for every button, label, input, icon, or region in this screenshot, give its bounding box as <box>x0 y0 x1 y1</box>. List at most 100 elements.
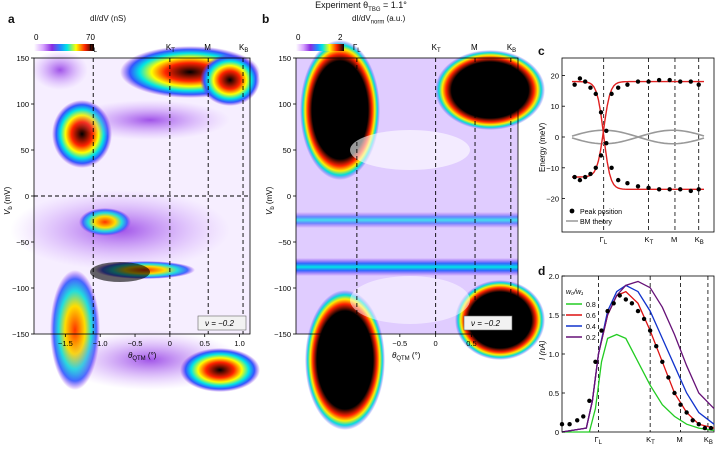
c-point-lower-3 <box>588 171 593 177</box>
c-point-lower-5 <box>598 153 604 158</box>
colorbar-b <box>296 44 344 51</box>
panel-c-plot: ΓL KT M KB 20 10 0 −10 −20 <box>546 58 705 246</box>
c-bottom-label-2: M <box>671 235 677 244</box>
d-point-22 <box>696 422 701 427</box>
legend-d-label-1: 0.6 <box>586 313 596 320</box>
c-point-lower-4 <box>593 165 598 170</box>
d-point-11 <box>629 301 635 306</box>
dashed-lines <box>34 58 512 334</box>
c-point-lower-11 <box>646 185 651 191</box>
c-point-lower-12 <box>656 187 662 192</box>
top-label-b-0: ΓL <box>353 43 361 54</box>
ytick-label-a-0: 150 <box>16 54 29 63</box>
d-curve-0.2 <box>561 280 715 433</box>
panel-letter-c: c <box>538 44 545 58</box>
cbar-title-b-sub: norm <box>370 19 385 26</box>
xtick-label-b-3: 0 <box>434 339 438 348</box>
d-point-3 <box>581 414 586 419</box>
c-ytick-label-1: 10 <box>551 102 559 111</box>
xtick-label-a-5: 1.0 <box>234 339 244 348</box>
d-ytick-label-1: 1.5 <box>549 311 559 320</box>
c-point-upper-4 <box>593 91 598 97</box>
cbar-title-b-main: dI/dV <box>352 14 371 23</box>
c-bottom-label-3: KB <box>695 235 704 246</box>
panel-letter-a: a <box>8 12 15 26</box>
legend-c-peak: Peak position <box>580 209 622 216</box>
c-point-upper-3 <box>588 85 593 90</box>
ylabel-c: Energy (meV) <box>538 122 547 172</box>
d-bottom-label-0: ΓL <box>594 435 602 446</box>
legend-d: 0.8 0.6 0.4 0.2 <box>566 302 596 342</box>
c-point-upper-13 <box>667 77 672 83</box>
c-point-lower-14 <box>678 187 683 192</box>
c-point-lower-0 <box>572 174 577 180</box>
c-ytick-label-4: −20 <box>546 195 559 204</box>
ytick-label-a-3: 0 <box>25 192 29 201</box>
d-point-15 <box>654 344 659 349</box>
filling-box-b <box>463 315 513 331</box>
c-point-upper-14 <box>678 79 683 84</box>
c-point-upper-5 <box>598 110 604 115</box>
c-point-lower-16 <box>696 187 701 192</box>
ylabel-d: I (nA) <box>538 340 547 360</box>
d-point-1 <box>567 422 572 427</box>
filling-b: ν = −0.2 <box>471 319 500 328</box>
d-point-9 <box>617 293 622 298</box>
d-point-23 <box>702 425 708 431</box>
d-bottom-label-2: M <box>677 435 683 444</box>
cbar-b-min: 0 <box>296 33 301 42</box>
xtick-label-b-1: −1.0 <box>357 339 372 348</box>
c-point-lower-9 <box>625 181 630 186</box>
d-point-13 <box>641 316 647 322</box>
super-title-sub: TBG <box>368 6 381 13</box>
ytick-label-a-6: −150 <box>12 330 29 339</box>
d-ytick-label-2: 1.0 <box>549 350 559 359</box>
d-point-6 <box>599 328 604 333</box>
xtick-label-b-0: −1.5 <box>321 339 336 348</box>
panel-c-frame <box>561 57 715 233</box>
d-point-10 <box>623 297 629 302</box>
legend-d-label-2: 0.4 <box>586 324 596 331</box>
panel-d-plot: ΓL KT M KB 2.0 1.5 1.0 0.5 0 <box>549 272 715 446</box>
c-point-lower-2 <box>583 174 588 180</box>
d-point-19 <box>678 402 683 407</box>
ytick-label-b-5: −100 <box>274 284 291 293</box>
filling-box-a <box>197 315 247 331</box>
legend-d-title: w₀/w₁ <box>566 289 584 296</box>
ytick-label-b-1: 100 <box>278 100 291 109</box>
c-point-lower-8 <box>616 177 621 183</box>
xtick-label-a-3: 0 <box>168 339 172 348</box>
d-point-8 <box>611 301 616 306</box>
c-point-upper-10 <box>635 79 641 84</box>
axis-ticks: ΓL KT M KB 150 100 50 0 −50 −100 −150 −1.5 −1.0 −0.5 0… <box>12 43 516 348</box>
filling-a: ν = −0.2 <box>205 319 234 328</box>
c-ytick-label-0: 20 <box>551 71 559 80</box>
c-point-upper-16 <box>696 82 701 87</box>
top-label-a-3: KB <box>239 43 248 54</box>
ytick-label-b-6: −150 <box>274 330 291 339</box>
ytick-label-b-4: −50 <box>278 238 291 247</box>
d-point-0 <box>559 422 565 427</box>
cbar-b-max: 2 <box>338 33 343 42</box>
d-bottom-label-1: KT <box>646 435 655 446</box>
xtick-label-a-0: −1.5 <box>58 339 73 348</box>
c-point-upper-11 <box>646 79 651 84</box>
top-label-a-2: M <box>204 43 211 52</box>
cbar-title-b: dI/dVnorm (a.u.) <box>352 14 405 26</box>
d-point-5 <box>593 359 598 364</box>
c-point-lower-13 <box>667 187 672 192</box>
c-point-upper-7 <box>609 91 614 97</box>
ytick-label-a-2: 50 <box>21 146 29 155</box>
c-point-lower-7 <box>609 165 614 170</box>
ylabel-b: Vb (mV) <box>265 186 276 215</box>
c-point-upper-0 <box>572 82 577 87</box>
ytick-label-a-5: −100 <box>12 284 29 293</box>
d-bottom-label-3: KB <box>704 435 713 446</box>
xtick-label-b-5: 1.0 <box>502 339 512 348</box>
cbar-a-min: 0 <box>34 33 39 42</box>
d-ytick-label-0: 2.0 <box>549 272 559 281</box>
d-point-21 <box>690 418 695 423</box>
legend-c-bm: BM theory <box>580 219 612 226</box>
figure-super-title: Experiment θTBG = 1.1° <box>0 0 722 13</box>
legend-d-label-0: 0.8 <box>586 302 596 309</box>
